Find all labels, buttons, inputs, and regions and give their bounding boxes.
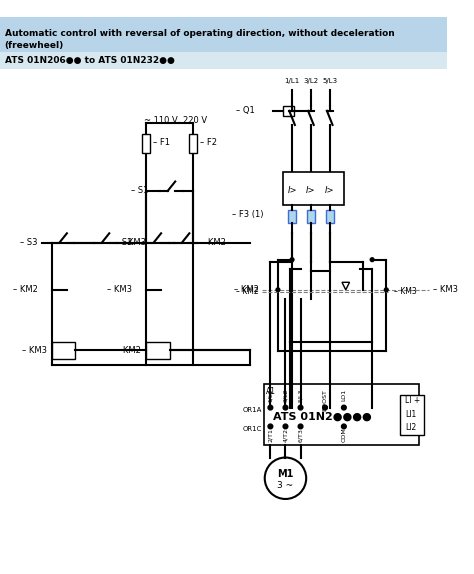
FancyBboxPatch shape: [190, 134, 197, 153]
Circle shape: [283, 424, 288, 429]
Text: OR1A: OR1A: [243, 408, 262, 413]
Text: – S2: – S2: [115, 238, 132, 247]
FancyBboxPatch shape: [326, 210, 334, 223]
Circle shape: [290, 258, 294, 262]
Text: LI +: LI +: [405, 397, 420, 405]
FancyBboxPatch shape: [288, 210, 296, 223]
Text: 6/T3: 6/T3: [298, 429, 303, 443]
Text: – F2: – F2: [200, 138, 217, 148]
Text: 4/T2: 4/T2: [283, 428, 288, 443]
Circle shape: [342, 405, 346, 410]
Text: – F3 (1): – F3 (1): [232, 210, 264, 219]
Circle shape: [323, 405, 328, 410]
Text: A1: A1: [266, 387, 276, 396]
FancyBboxPatch shape: [264, 384, 419, 445]
FancyBboxPatch shape: [0, 52, 447, 69]
Circle shape: [370, 258, 374, 262]
Text: 5/L3: 5/L3: [298, 389, 303, 402]
Text: – KM3: – KM3: [120, 238, 146, 247]
FancyBboxPatch shape: [283, 106, 294, 115]
Circle shape: [298, 424, 303, 429]
Text: LO1: LO1: [341, 389, 346, 401]
Text: – KM3: – KM3: [433, 285, 458, 294]
Text: ATS 01N2●●●●: ATS 01N2●●●●: [273, 412, 372, 421]
Text: – KM2: – KM2: [234, 285, 259, 294]
Circle shape: [276, 288, 280, 292]
Text: I>: I>: [306, 186, 316, 195]
FancyBboxPatch shape: [401, 395, 424, 435]
Circle shape: [268, 424, 273, 429]
Text: 3/L2: 3/L2: [283, 389, 288, 402]
FancyBboxPatch shape: [142, 134, 150, 153]
Text: M1: M1: [277, 470, 294, 479]
Text: LI2: LI2: [405, 423, 416, 432]
Circle shape: [298, 405, 303, 410]
Text: I>: I>: [325, 186, 335, 195]
FancyBboxPatch shape: [283, 172, 344, 205]
Text: 5/L3: 5/L3: [322, 79, 337, 84]
Circle shape: [283, 405, 288, 410]
Circle shape: [268, 405, 273, 410]
Circle shape: [384, 288, 388, 292]
FancyBboxPatch shape: [307, 210, 315, 223]
Text: 2/T1: 2/T1: [268, 429, 273, 443]
Text: – KM2: – KM2: [237, 287, 259, 296]
Text: 3/L2: 3/L2: [303, 79, 319, 84]
Text: (freewheel): (freewheel): [5, 41, 64, 50]
Text: – S3: – S3: [20, 238, 38, 247]
Text: COM: COM: [341, 428, 346, 443]
Text: – KM3: – KM3: [22, 346, 47, 355]
Text: – F1: – F1: [153, 138, 170, 148]
Text: – S1: – S1: [131, 187, 149, 195]
Text: Automatic control with reversal of operating direction, without deceleration: Automatic control with reversal of opera…: [5, 29, 394, 38]
Text: – KM3: – KM3: [394, 287, 417, 296]
Text: BOOST: BOOST: [322, 389, 328, 410]
Text: – KM2: – KM2: [13, 285, 38, 294]
Text: – KM2: – KM2: [201, 238, 226, 247]
Text: – Q1: – Q1: [236, 106, 255, 115]
Text: – KM2: – KM2: [117, 346, 141, 355]
Text: ATS 01N206●● to ATS 01N232●●: ATS 01N206●● to ATS 01N232●●: [5, 56, 174, 65]
Text: ~ 110 V, 220 V: ~ 110 V, 220 V: [144, 115, 207, 125]
Text: – KM3: – KM3: [107, 285, 132, 294]
Text: OR1C: OR1C: [243, 426, 262, 432]
Text: 3 ~: 3 ~: [277, 481, 293, 490]
Text: LI1: LI1: [405, 410, 416, 418]
Text: 1/L1: 1/L1: [268, 389, 273, 402]
Text: 1/L1: 1/L1: [284, 79, 300, 84]
Text: I>: I>: [287, 186, 297, 195]
Circle shape: [342, 424, 346, 429]
FancyBboxPatch shape: [146, 342, 170, 359]
FancyBboxPatch shape: [52, 342, 75, 359]
FancyBboxPatch shape: [0, 17, 447, 52]
